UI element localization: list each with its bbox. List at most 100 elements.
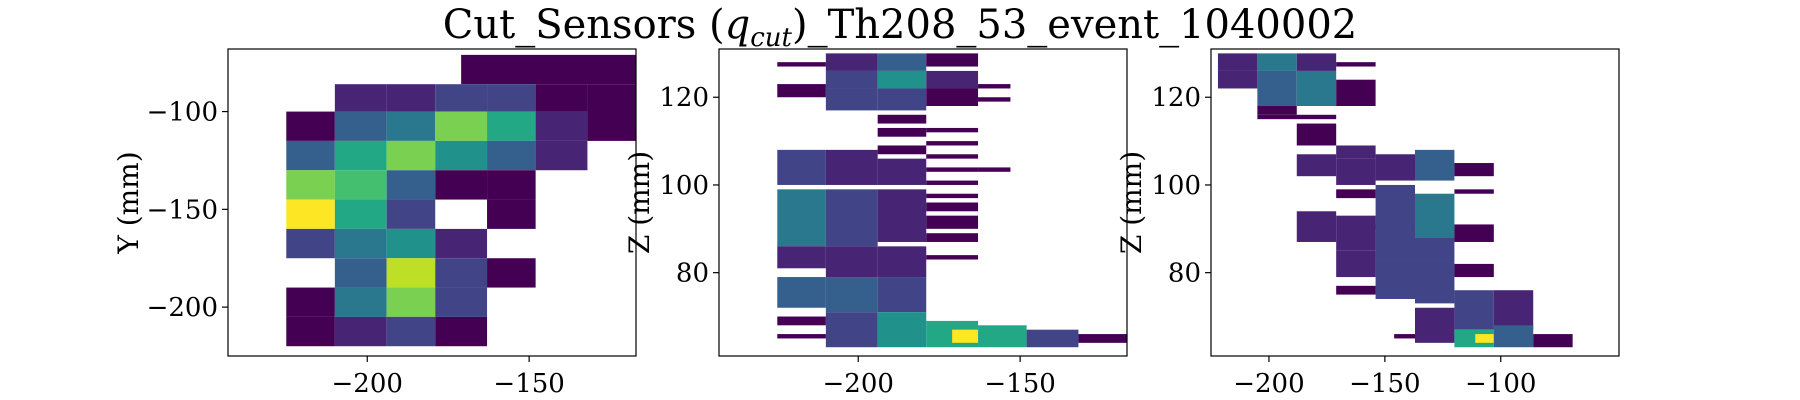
heatmap-cell [825, 246, 878, 278]
y-tick-label: 100 [659, 171, 709, 201]
heatmap-cell [877, 158, 927, 185]
heatmap-cell [1415, 307, 1455, 343]
heatmap-cell [777, 246, 826, 269]
heatmap-cell [1257, 114, 1337, 120]
heatmap-cell [435, 287, 488, 317]
heatmap-cell [487, 199, 536, 229]
heatmap-cell [386, 228, 436, 259]
heatmap-cell [435, 111, 488, 141]
title-tail: )_Th208_53_event_1040002 [792, 2, 1357, 48]
heatmap-cells [1217, 53, 1573, 348]
heatmap-cell [825, 277, 878, 313]
heatmap-cell [926, 88, 979, 107]
title-main: Cut_Sensors ( [443, 2, 725, 48]
y-axis-label: Y (mm) [112, 151, 145, 254]
heatmap-cell [877, 127, 927, 137]
heatmap-cell [777, 84, 826, 98]
heatmap-cell [825, 53, 878, 71]
heatmap-cell [926, 233, 979, 242]
x-tick-label: −200 [823, 369, 894, 399]
heatmap-cell [286, 170, 335, 200]
title-q: q [725, 2, 751, 48]
heatmap-cell [926, 167, 979, 172]
heatmap-cell [1493, 290, 1534, 330]
heatmap-cell [1296, 123, 1337, 146]
heatmap-cell [926, 127, 979, 133]
heatmap-cell [435, 228, 488, 259]
heatmap-cell [777, 277, 826, 308]
heatmap-cell [1454, 290, 1494, 330]
heatmap-cell [386, 258, 436, 288]
heatmap-cell [978, 97, 1011, 102]
heatmap-cell [334, 199, 387, 229]
heatmap-cell [535, 84, 588, 112]
y-tick-label: −200 [147, 293, 218, 323]
heatmap-cell [877, 114, 927, 124]
heatmap-cell [1454, 189, 1494, 194]
heatmap-cell [926, 202, 979, 212]
heatmap-cell [386, 111, 436, 141]
heatmap-cell [1257, 53, 1297, 71]
heatmap-cell [926, 215, 979, 229]
heatmap-cell [435, 258, 488, 288]
heatmap-cell [435, 316, 488, 347]
heatmap-cell [334, 258, 387, 288]
heatmap-cell [334, 170, 387, 200]
heatmap-cell [1257, 70, 1297, 107]
y-tick-label: 100 [1151, 171, 1201, 201]
heatmap-cell [777, 62, 826, 67]
heatmap-cell [334, 140, 387, 171]
x-tick-label: −150 [984, 369, 1055, 399]
heatmap-cell [877, 70, 927, 89]
y-tick-label: 120 [1151, 83, 1201, 113]
heatmap-cells [777, 53, 1127, 348]
heatmap-cell [386, 84, 436, 112]
heatmap-cell [435, 84, 488, 112]
title-sub: cut [750, 23, 792, 53]
heatmap-cell [825, 312, 878, 348]
heatmap-cell [1415, 149, 1455, 181]
heatmap-cell [877, 88, 927, 111]
heatmap-cell [286, 287, 335, 317]
heatmap-cell [877, 53, 927, 71]
heatmap-cell [386, 316, 436, 347]
heatmap-cell [1375, 154, 1415, 181]
heatmap-cell [777, 334, 826, 339]
heatmap-cell [825, 70, 878, 89]
heatmap-cell [877, 145, 927, 155]
heatmap-cell [435, 140, 488, 171]
y-tick-label: 80 [676, 259, 709, 289]
heatmap-cell [286, 140, 335, 171]
figure-title: Cut_Sensors (qcut)_Th208_53_event_104000… [443, 2, 1357, 53]
panel-xy: −200 −150 −100 −150 −200 Y (mm) [112, 48, 637, 399]
heatmap-cell [926, 193, 979, 199]
heatmap-cell [334, 84, 387, 112]
heatmap-cell [877, 277, 927, 313]
y-tick-label: −100 [147, 98, 218, 128]
heatmap-cell [1336, 79, 1376, 107]
y-tick-label: 120 [659, 83, 709, 113]
heatmap-cell [1375, 224, 1415, 260]
heatmap-cell [978, 84, 1011, 89]
axes-frame [227, 48, 637, 357]
heatmap-cell [535, 140, 588, 171]
heatmap-cell [926, 154, 979, 159]
heatmap-cell [877, 189, 927, 242]
heatmap-cell [926, 180, 979, 185]
heatmap-cell [386, 199, 436, 229]
y-axis-label: Z (mm) [1115, 151, 1148, 254]
heatmap-cell [1493, 325, 1534, 348]
heatmap-cell [1375, 259, 1415, 299]
heatmap-cell [1415, 259, 1455, 304]
heatmap-cell [1026, 329, 1079, 348]
heatmap-cell [777, 316, 826, 326]
x-tick-label: −200 [332, 369, 403, 399]
y-tick-label: 80 [1168, 259, 1201, 289]
panel-yz: −200 −150 −100 120 100 80 Z (mm) [1115, 48, 1620, 399]
y-axis-label: Z (mm) [623, 151, 656, 254]
heatmap-cell [1336, 285, 1376, 295]
heatmap-cell [487, 170, 536, 200]
heatmap-cell [1257, 106, 1297, 115]
x-tick-label: −150 [1349, 369, 1420, 399]
